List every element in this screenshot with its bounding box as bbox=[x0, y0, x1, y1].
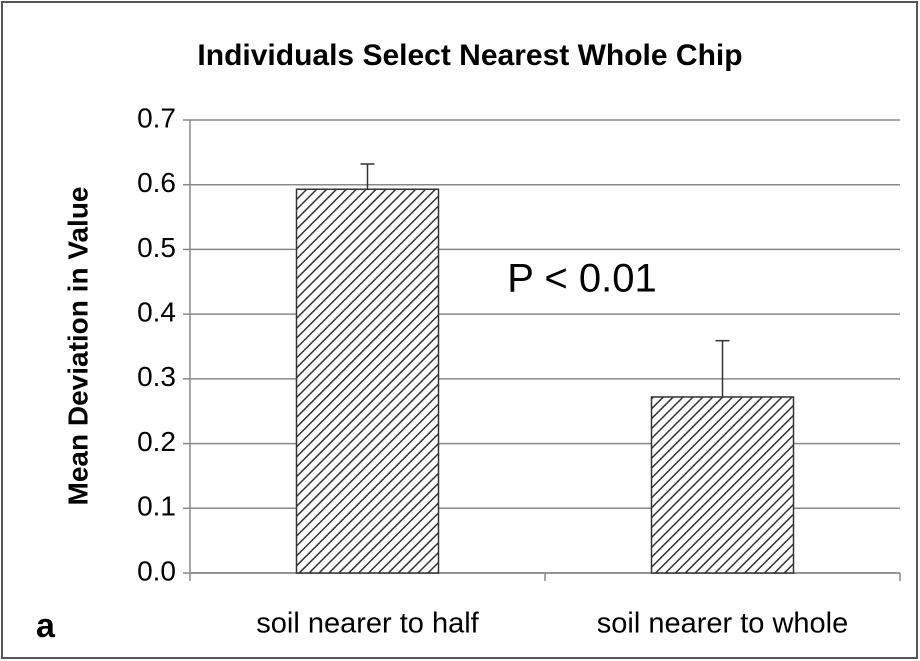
y-tick-label: 0.1 bbox=[137, 491, 176, 522]
y-tick-label: 0.6 bbox=[137, 167, 176, 198]
y-tick-label: 0.5 bbox=[137, 232, 176, 263]
y-tick-label: 0.4 bbox=[137, 297, 176, 328]
y-tick-label: 0.0 bbox=[137, 555, 176, 586]
panel-label: a bbox=[36, 607, 56, 645]
chart-title: Individuals Select Nearest Whole Chip bbox=[197, 39, 742, 72]
y-tick-label: 0.3 bbox=[137, 361, 176, 392]
bar bbox=[650, 396, 795, 574]
y-tick-label: 0.2 bbox=[137, 426, 176, 457]
error-bar bbox=[715, 339, 730, 397]
error-bar bbox=[360, 163, 375, 190]
x-tick-label: soil nearer to half bbox=[256, 608, 479, 640]
x-tick-label: soil nearer to whole bbox=[597, 608, 848, 640]
y-tick-label: 0.7 bbox=[137, 102, 176, 133]
bar bbox=[295, 188, 440, 574]
annotation: P < 0.01 bbox=[507, 257, 656, 301]
y-axis-label: Mean Deviation in Value bbox=[62, 187, 93, 506]
